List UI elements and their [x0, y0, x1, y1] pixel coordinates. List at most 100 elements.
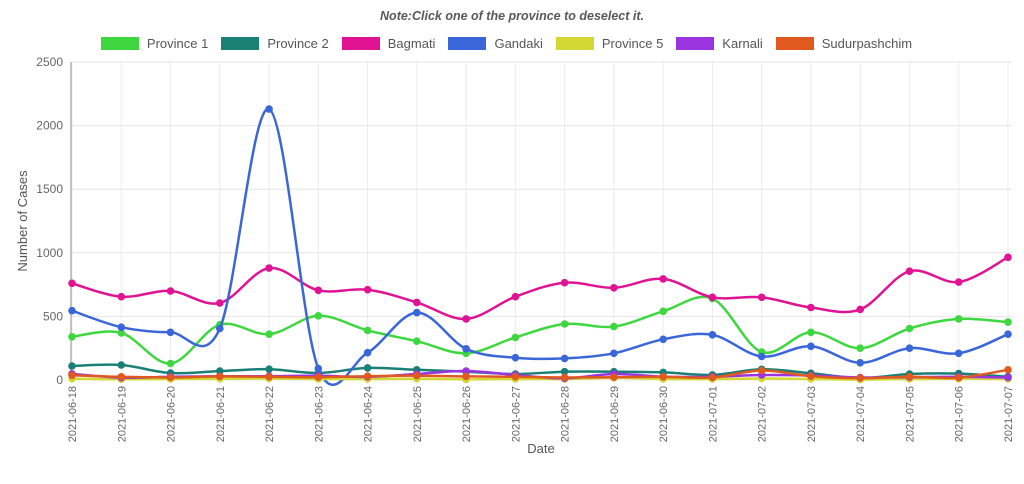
data-point-bagmati — [68, 279, 76, 288]
legend-swatch-province-1 — [100, 36, 139, 50]
data-point-gandaki — [905, 344, 914, 353]
data-point-gandaki — [314, 364, 323, 373]
svg-text:2021-07-02: 2021-07-02 — [757, 386, 769, 442]
legend-swatch-province-5 — [555, 36, 594, 50]
data-point-bagmati — [856, 305, 864, 314]
legend-label: Province 2 — [267, 35, 329, 51]
data-point-bagmati — [807, 303, 815, 312]
data-point-bagmati — [265, 264, 273, 272]
data-point-sudurpashchim — [954, 373, 963, 382]
data-point-karnali — [462, 367, 470, 375]
data-point-sudurpashchim — [265, 373, 273, 381]
legend-item-karnali[interactable]: Karnali — [676, 36, 773, 50]
svg-text:1500: 1500 — [36, 182, 63, 196]
data-point-sudurpashchim — [610, 373, 618, 382]
data-point-gandaki — [954, 349, 963, 358]
data-point-bagmati — [708, 293, 717, 302]
data-point-bagmati — [1004, 253, 1012, 262]
legend-item-sudurpashchim[interactable]: Sudurpashchim — [775, 36, 923, 50]
svg-text:2021-07-07: 2021-07-07 — [1003, 386, 1015, 442]
data-point-gandaki — [363, 348, 372, 357]
data-point-sudurpashchim — [708, 373, 717, 382]
svg-text:0: 0 — [56, 373, 63, 387]
data-point-bagmati — [413, 298, 421, 307]
data-point-bagmati — [216, 299, 224, 307]
note-text: Note:Click one of the province to desele… — [380, 9, 644, 23]
data-point-gandaki — [757, 352, 766, 361]
series-line-sudurpashchim — [70, 368, 1010, 380]
data-point-province-1 — [905, 324, 914, 333]
data-point-province-1 — [363, 326, 372, 335]
data-point-province-1 — [314, 312, 323, 320]
data-point-province-2 — [117, 361, 126, 369]
data-point-gandaki — [413, 308, 421, 317]
data-point-sudurpashchim — [856, 374, 864, 382]
data-point-sudurpashchim — [314, 373, 323, 382]
legend-item-province-1[interactable]: Province 1 — [100, 35, 219, 51]
legend-swatch-province-2 — [221, 36, 260, 50]
svg-text:500: 500 — [43, 309, 63, 323]
svg-text:2021-06-29: 2021-06-29 — [609, 386, 621, 442]
svg-text:2021-06-24: 2021-06-24 — [363, 386, 375, 442]
data-point-bagmati — [757, 293, 766, 302]
data-point-bagmati — [166, 287, 175, 295]
data-point-province-1 — [807, 328, 815, 337]
data-point-province-2 — [363, 364, 372, 372]
svg-text:2021-06-23: 2021-06-23 — [313, 386, 325, 442]
y-axis-title: Number of Cases — [15, 170, 30, 272]
svg-text:2021-06-21: 2021-06-21 — [215, 386, 227, 442]
svg-text:1000: 1000 — [36, 246, 63, 260]
series-bagmati — [68, 253, 1012, 323]
svg-text:2021-06-22: 2021-06-22 — [264, 386, 276, 442]
svg-text:2021-07-04: 2021-07-04 — [855, 386, 867, 442]
data-point-sudurpashchim — [757, 366, 766, 375]
data-point-gandaki — [216, 324, 224, 333]
data-point-bagmati — [462, 315, 470, 323]
svg-text:2021-06-20: 2021-06-20 — [166, 386, 178, 442]
data-point-gandaki — [610, 349, 618, 358]
data-point-province-2 — [265, 365, 273, 374]
series-line-bagmati — [70, 256, 1010, 321]
data-point-sudurpashchim — [560, 373, 569, 382]
legend-label: Province 1 — [146, 35, 209, 51]
svg-text:2000: 2000 — [36, 119, 63, 133]
data-point-sudurpashchim — [1004, 366, 1012, 374]
data-point-gandaki — [807, 342, 815, 351]
data-point-gandaki — [265, 105, 273, 113]
data-point-province-2 — [68, 362, 76, 370]
x-axis-tick-labels: 2021-06-18 2021-06-19 2021-06-20 2021-06-21… — [67, 386, 1015, 442]
data-point-karnali — [1004, 373, 1012, 382]
legend-item-province-5[interactable]: Province 5 — [555, 36, 674, 50]
data-point-sudurpashchim — [166, 373, 175, 382]
series-line-gandaki — [70, 107, 1010, 387]
data-point-gandaki — [166, 328, 175, 337]
data-point-province-1 — [610, 322, 618, 331]
legend-swatch-sudurpashchim — [775, 36, 814, 50]
series-line-province-5 — [70, 376, 1010, 381]
data-point-sudurpashchim — [68, 371, 76, 380]
svg-text:2021-06-19: 2021-06-19 — [116, 386, 128, 442]
data-point-province-1 — [560, 320, 569, 328]
data-point-bagmati — [954, 278, 963, 286]
legend-item-province-2[interactable]: Province 2 — [221, 35, 339, 51]
data-point-sudurpashchim — [363, 372, 372, 381]
data-point-gandaki — [462, 345, 470, 353]
data-point-sudurpashchim — [413, 371, 421, 380]
legend-item-gandaki[interactable]: Gandaki — [448, 36, 553, 50]
data-point-gandaki — [659, 335, 667, 344]
data-point-gandaki — [708, 331, 717, 339]
data-point-province-1 — [265, 330, 273, 339]
data-point-bagmati — [610, 284, 618, 292]
data-point-province-1 — [856, 344, 864, 353]
data-point-gandaki — [511, 353, 520, 362]
data-point-sudurpashchim — [216, 372, 224, 381]
data-point-province-2 — [560, 367, 569, 376]
svg-text:2021-07-05: 2021-07-05 — [904, 386, 916, 442]
data-point-bagmati — [560, 278, 569, 287]
y-axis-tick-labels: 0 500 1000 1500 2000 2500 — [36, 55, 63, 387]
data-point-bagmati — [511, 292, 520, 301]
legend-item-bagmati[interactable]: Bagmati — [341, 36, 447, 50]
data-point-sudurpashchim — [462, 372, 470, 381]
data-point-sudurpashchim — [905, 373, 914, 381]
data-point-province-1 — [659, 307, 667, 316]
